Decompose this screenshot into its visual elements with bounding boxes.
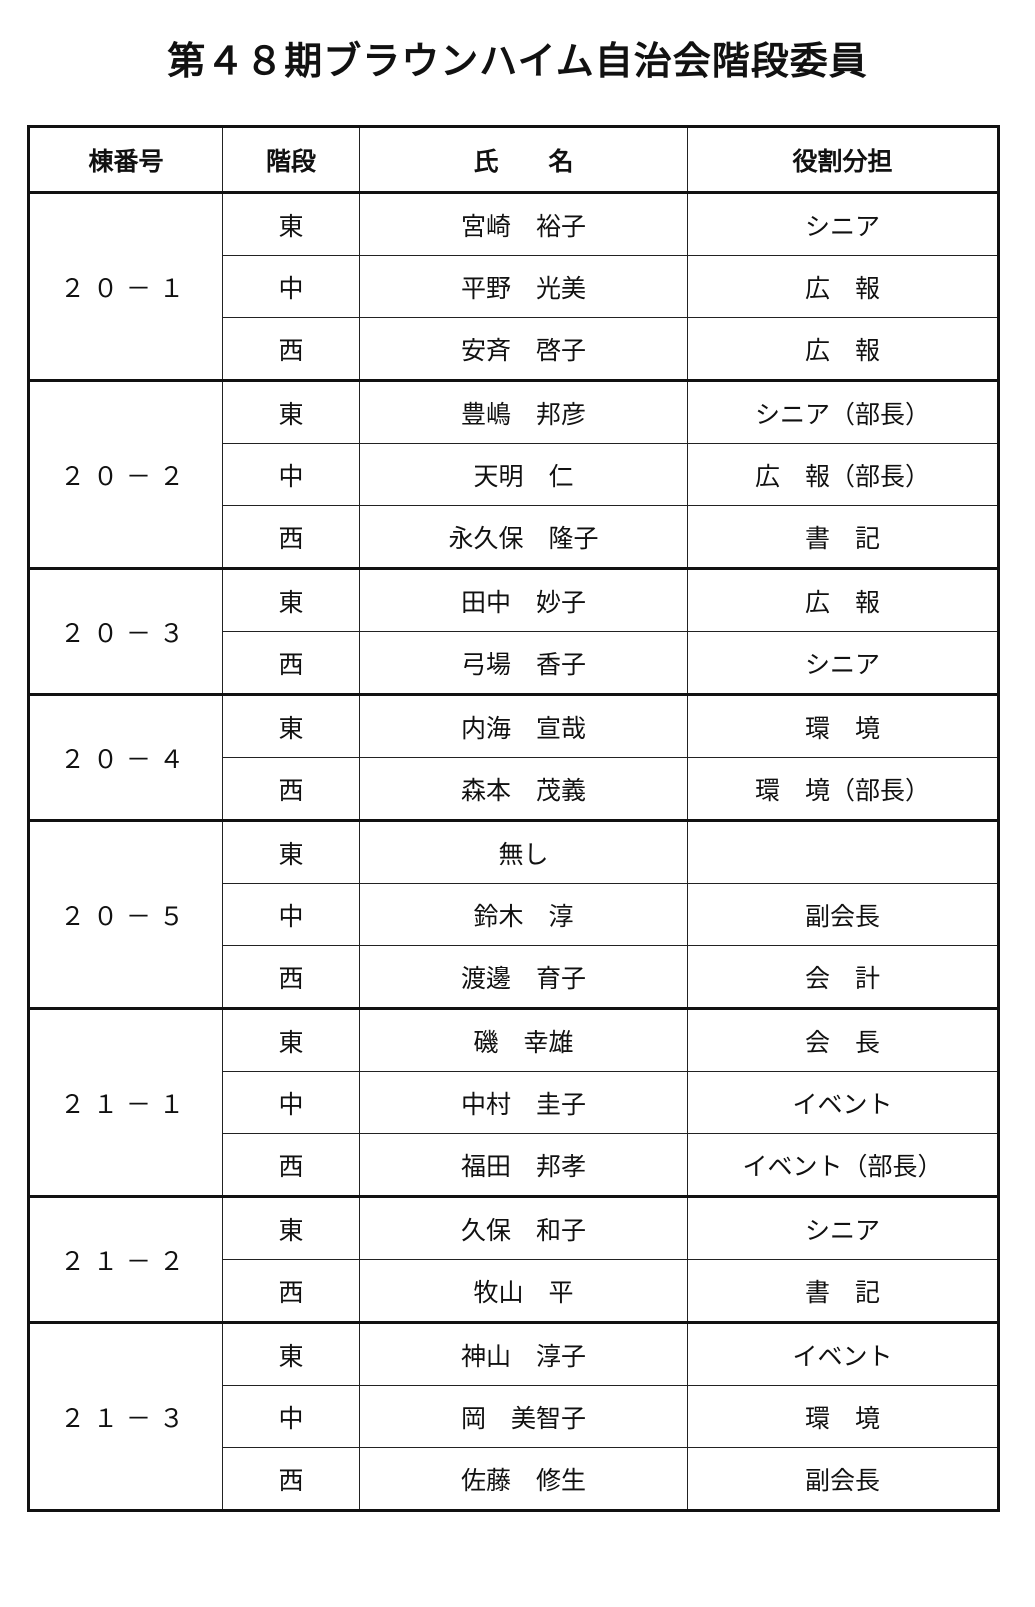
role-cell: 会 長 [687,1007,999,1072]
building-cell: ２０－２ [28,379,223,569]
building-cell: ２１－３ [28,1321,223,1511]
stair-cell: 西 [222,1447,360,1511]
document-title: 第４８期ブラウンハイム自治会階段委員 [167,39,868,83]
name-cell: 久保 和子 [359,1195,688,1260]
stair-cell: 中 [222,883,360,946]
stair-cell: 東 [222,191,360,256]
table-row: 西永久保 隆子書 記 [29,505,999,569]
table-row: ２０－４ 東内海 宣哉環 境 [28,693,999,821]
stair-cell: 西 [222,505,360,569]
role-cell [687,819,999,884]
stair-cell: 中 [222,255,360,318]
table-row: 中岡 美智子環 境 [29,1385,999,1448]
stair-cell: 東 [222,1007,360,1072]
table-row: 西牧山 平書 記 [29,1259,999,1323]
stair-cell: 東 [222,379,360,444]
name-cell: 宮崎 裕子 [359,191,688,256]
building-cell: ２０－１ [28,191,223,381]
name-cell: 神山 淳子 [359,1321,688,1386]
stair-cell: 中 [222,1071,360,1134]
table-body: ２０－１ 東宮崎 裕子 シニア中平野 光美広 報西安斉 啓子広 報 ２０－２ 東豊嶋 邦… [28,191,999,1511]
stair-cell: 西 [222,757,360,821]
role-cell: イベント [687,1071,999,1134]
table-row: 西弓場 香子 シニア [29,631,999,695]
role-cell: 広 報（部長） [687,443,999,506]
name-cell: 渡邊 育子 [359,945,688,1009]
building-cell: ２０－４ [28,693,223,821]
table-row: 中鈴木 淳副会長 [29,883,999,946]
stair-cell: 中 [222,1385,360,1448]
stair-cell: 西 [222,317,360,381]
name-cell: 福田 邦孝 [359,1133,688,1197]
table-row: 中中村 圭子 イベント [29,1071,999,1134]
role-cell: シニア（部長） [687,379,999,444]
table-row: ２１－２ 東久保 和子 シニア [28,1195,999,1323]
table-row: ２０－１ 東宮崎 裕子 シニア [28,191,999,381]
stair-cell: 中 [222,443,360,506]
header-cell: 役割分担 [687,126,999,194]
table-row: 西渡邊 育子会 計 [29,945,999,1009]
name-cell: 牧山 平 [359,1259,688,1323]
table-row: 西森本 茂義環 境（部長） [29,757,999,821]
stair-cell: 東 [222,1321,360,1386]
table-row: ２０－５ 東無し [28,819,999,1009]
role-cell: イベント [687,1321,999,1386]
table-row: ２０－３ 東田中 妙子広 報 [28,567,999,695]
name-cell: 豊嶋 邦彦 [359,379,688,444]
building-cell: ２１－１ [28,1007,223,1197]
name-cell: 弓場 香子 [359,631,688,695]
stair-cell: 西 [222,1259,360,1323]
name-cell: 佐藤 修生 [359,1447,688,1511]
table-row: ２１－１ 東磯 幸雄会 長 [28,1007,999,1197]
name-cell: 田中 妙子 [359,567,688,632]
role-cell: 環 境 [687,693,999,758]
stair-cell: 東 [222,1195,360,1260]
role-cell: 副会長 [687,1447,999,1511]
role-cell: シニア [687,631,999,695]
header-cell: 棟番号 [28,126,223,194]
name-cell: 平野 光美 [359,255,688,318]
header-cell: 階段 [222,126,360,194]
role-cell: 広 報 [687,567,999,632]
name-cell: 森本 茂義 [359,757,688,821]
role-cell: シニア [687,191,999,256]
name-cell: 磯 幸雄 [359,1007,688,1072]
role-cell: 広 報 [687,317,999,381]
name-cell: 安斉 啓子 [359,317,688,381]
stair-cell: 西 [222,945,360,1009]
role-cell: 環 境 [687,1385,999,1448]
role-cell: 書 記 [687,505,999,569]
role-cell: 書 記 [687,1259,999,1323]
name-cell: 天明 仁 [359,443,688,506]
name-cell: 無し [359,819,688,884]
stair-cell: 東 [222,693,360,758]
building-cell: ２０－５ [28,819,223,1009]
name-cell: 永久保 隆子 [359,505,688,569]
table-row: 西佐藤 修生 副会長 [29,1447,999,1511]
role-cell: シニア [687,1195,999,1260]
table-row: 中平野 光美広 報 [29,255,999,318]
stair-cell: 西 [222,1133,360,1197]
role-cell: 副会長 [687,883,999,946]
header-cell: 氏 名 [359,126,688,194]
table-row: ２１－３ 東神山 淳子 イベント [28,1321,999,1511]
role-cell: 環 境（部長） [687,757,999,821]
stair-cell: 西 [222,631,360,695]
role-cell: 広 報 [687,255,999,318]
name-cell: 内海 宣哉 [359,693,688,758]
committee-table: 棟番号 階段 氏 名 役割分担 ２０－１ 東宮崎 裕子 シニア中平野 光美広 報西安… [27,125,1000,1512]
name-cell: 岡 美智子 [359,1385,688,1448]
table-row: ２０－２ 東豊嶋 邦彦 シニア（部長） [28,379,999,569]
name-cell: 鈴木 淳 [359,883,688,946]
header-row: 棟番号 階段 氏 名 役割分担 [28,126,999,194]
building-cell: ２０－３ [28,567,223,695]
role-cell: イベント（部長） [687,1133,999,1197]
stair-cell: 東 [222,819,360,884]
building-cell: ２１－２ [28,1195,223,1323]
table-row: 中天明 仁広 報（部長） [29,443,999,506]
role-cell: 会 計 [687,945,999,1009]
name-cell: 中村 圭子 [359,1071,688,1134]
stair-cell: 東 [222,567,360,632]
